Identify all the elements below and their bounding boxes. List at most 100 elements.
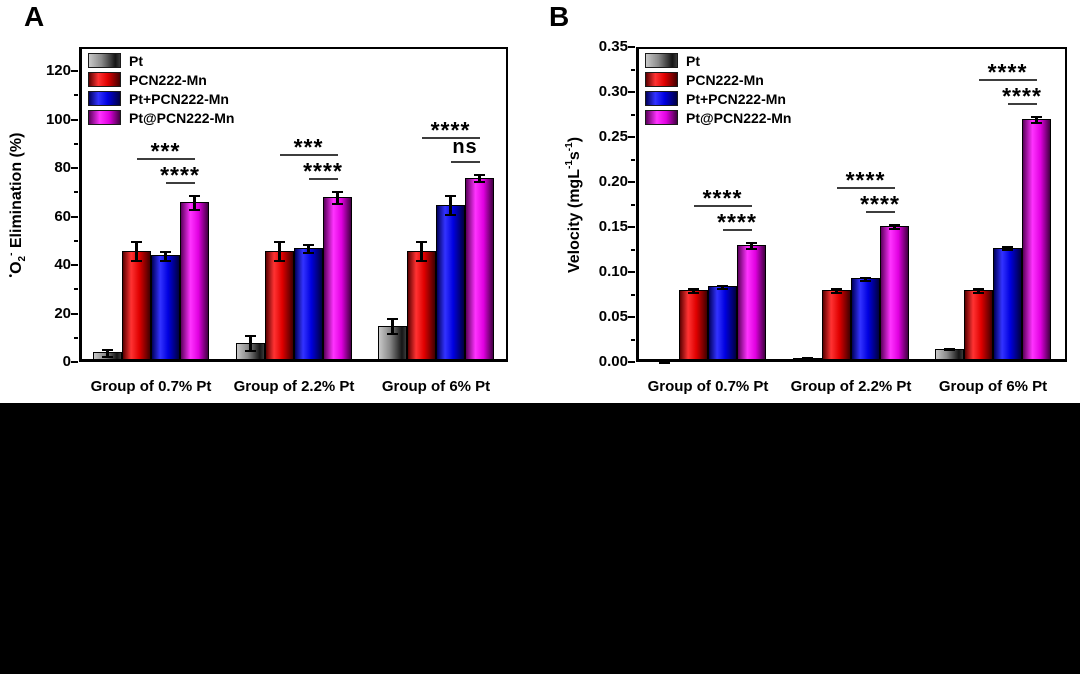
y-tick-mark (628, 271, 635, 273)
significance-label: **** (717, 209, 757, 236)
y-tick-mark (71, 215, 78, 218)
significance-label: **** (987, 59, 1028, 86)
bar-pcn222-mn-group-3 (407, 250, 436, 362)
error-bar-line (835, 288, 838, 294)
bar-pt-pcn222-mn-group-2 (880, 226, 909, 362)
error-bar (973, 288, 984, 294)
x-category-label: Group of 2.2% Pt (790, 378, 912, 395)
x-category-label: Group of 0.7% Pt (647, 378, 769, 395)
y-tick-mark (71, 264, 78, 267)
y-minor-tick-mark (74, 336, 78, 339)
error-bar-line (278, 240, 281, 263)
y-tick-label: 80 (54, 159, 71, 177)
y-tick-mark (71, 118, 78, 121)
legend-label: Pt (129, 52, 143, 69)
bar-pcn222-mn-group-1 (122, 250, 151, 362)
error-bar-line (1035, 116, 1038, 124)
y-axis-title-part: Elimination (%) (8, 132, 25, 253)
legend-item: Pt+PCN222-Mn (88, 89, 234, 108)
y-tick-label: 0.20 (598, 173, 628, 190)
panel-label-b: B (549, 1, 570, 32)
bar-pt-pcn222-mn-group-1 (737, 245, 766, 362)
legend-label: PCN222-Mn (686, 71, 764, 88)
legend-label: Pt (686, 52, 700, 69)
y-tick-mark (628, 361, 635, 363)
y-tick-label: 20 (54, 304, 71, 322)
error-bar (131, 240, 142, 263)
significance-line-lower (165, 181, 195, 184)
y-tick-label: 120 (45, 62, 71, 80)
error-bar (416, 240, 427, 263)
significance-line-lower (865, 211, 895, 214)
y-tick-label: 0.10 (598, 263, 628, 280)
error-bar-line (977, 288, 980, 294)
y-tick-label: 0.05 (598, 308, 628, 325)
y-tick-label: 60 (54, 207, 71, 225)
error-bar (445, 194, 456, 217)
bar-pt-pcn222-mn-group-3 (1022, 119, 1051, 362)
y-minor-tick-mark (631, 68, 635, 71)
error-bar-line (864, 276, 867, 283)
bar-pt-pcn222-mn-group-3 (993, 247, 1022, 362)
bar-pt-pcn222-mn-group-3 (436, 204, 465, 362)
significance-label: **** (702, 185, 743, 212)
error-bar-line (948, 347, 951, 352)
y-tick-label: 0.25 (598, 128, 628, 145)
y-minor-tick-mark (631, 158, 635, 161)
error-bar-line (1006, 245, 1009, 252)
significance-line-lower (1007, 103, 1037, 106)
error-bar-line (449, 194, 452, 217)
y-minor-tick-mark (631, 338, 635, 341)
error-bar (831, 288, 842, 294)
y-minor-tick-mark (631, 293, 635, 296)
significance-label: ns (452, 136, 478, 159)
error-bar (889, 224, 900, 230)
legend-item: Pt (88, 51, 234, 70)
y-tick-label: 0.00 (598, 353, 628, 370)
error-bar (245, 335, 256, 352)
y-minor-tick-mark (74, 191, 78, 194)
error-bar-line (106, 348, 109, 358)
error-bar-line (806, 356, 809, 361)
significance-label: **** (160, 161, 200, 188)
legend-item: Pt@PCN222-Mn (88, 108, 234, 127)
legend: Pt PCN222-Mn Pt+PCN222-Mn Pt@PCN222-Mn (645, 51, 791, 127)
significance-line-upper (978, 79, 1037, 82)
significance-label: **** (1002, 83, 1042, 110)
error-bar (802, 356, 813, 361)
y-axis-title-part: - (6, 252, 17, 256)
legend-swatch-pt (88, 53, 121, 68)
significance-line-lower (308, 178, 338, 181)
x-category-label: Group of 0.7% Pt (90, 378, 212, 395)
legend-item: PCN222-Mn (645, 70, 791, 89)
legend-swatch-pt (645, 53, 678, 68)
legend-item: PCN222-Mn (88, 70, 234, 89)
error-bar (944, 347, 955, 352)
error-bar-line (193, 194, 196, 212)
significance-label: **** (860, 191, 900, 218)
legend-label: Pt@PCN222-Mn (129, 109, 235, 126)
bar-pcn222-mn-group-3 (964, 290, 993, 362)
y-tick-label: 0.15 (598, 218, 628, 235)
y-tick-mark (628, 181, 635, 183)
significance-label: **** (845, 167, 886, 194)
bar-pt-pcn222-mn-group-1 (151, 255, 180, 362)
significance-label: *** (293, 134, 324, 161)
error-bar-line (663, 360, 666, 364)
error-bar-line (336, 191, 339, 206)
legend-swatch-pt-pcn222-mn (88, 91, 121, 106)
legend-item: Pt (645, 51, 791, 70)
legend-label: Pt+PCN222-Mn (686, 90, 786, 107)
error-bar (332, 191, 343, 206)
y-tick-label: 100 (45, 110, 71, 128)
error-bar (1002, 245, 1013, 252)
significance-line-upper (836, 187, 895, 190)
error-bar-line (135, 240, 138, 263)
error-bar (189, 194, 200, 212)
error-bar (160, 250, 171, 263)
error-bar (274, 240, 285, 263)
bar-pt-pcn222-mn-group-1 (180, 202, 209, 362)
y-axis-title-part: s (566, 150, 583, 160)
y-minor-tick-mark (631, 113, 635, 116)
error-bar-line (750, 242, 753, 250)
